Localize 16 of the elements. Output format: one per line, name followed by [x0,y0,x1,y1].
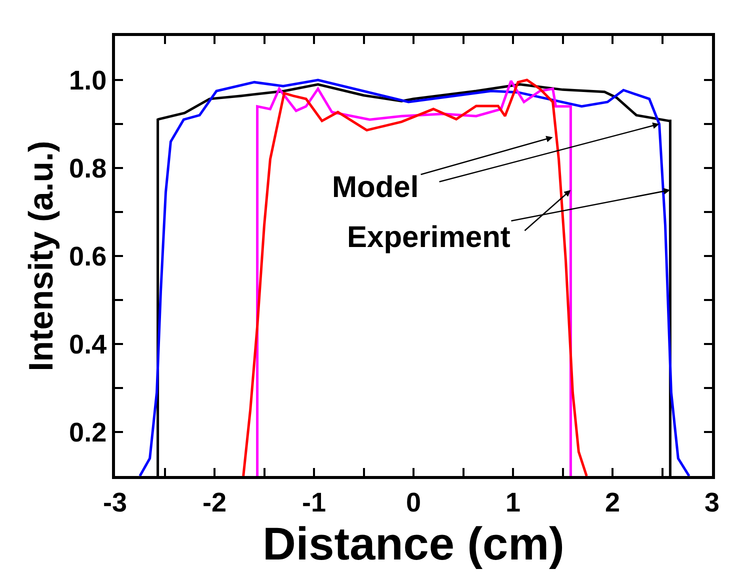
y-tick-label: 0.8 [69,153,107,184]
x-tick-label: 3 [704,487,720,518]
y-tick-label: 1.0 [69,65,107,96]
x-tick-label: -2 [202,487,227,518]
x-tick-label: 1 [505,487,521,518]
annotation: Experiment [347,221,510,254]
x-tick-label: 0 [406,487,422,518]
annotation: Model [332,171,419,204]
y-axis-title: Intensity (a.u.) [22,140,61,372]
y-tick-label: 0.2 [69,417,107,448]
x-tick-label: 2 [604,487,620,518]
y-tick-label: 0.6 [69,241,107,272]
y-tick-label: 0.4 [69,329,107,360]
x-tick-label: -3 [102,487,128,518]
x-axis-title: Distance (cm) [262,517,564,570]
x-tick-label: -1 [302,487,326,518]
